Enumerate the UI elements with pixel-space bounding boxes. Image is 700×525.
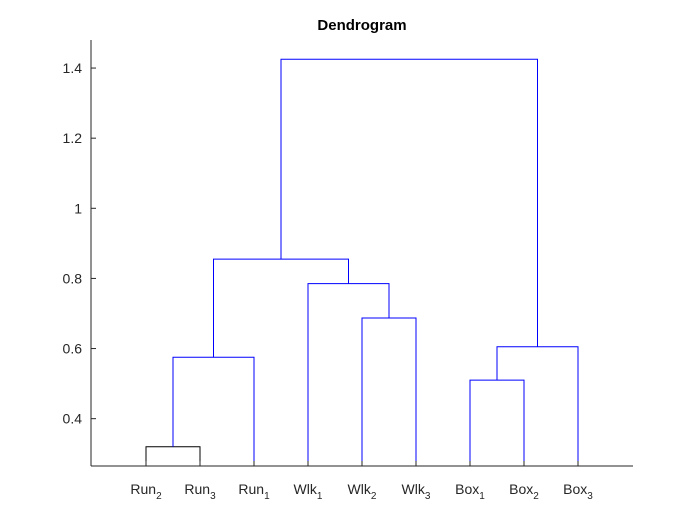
leaf-label-wlk-2: Wlk2 xyxy=(348,481,377,502)
dendrogram-link-5 xyxy=(213,258,349,358)
y-tick-label: 0.8 xyxy=(63,270,83,286)
y-tick-label: 1.4 xyxy=(63,60,83,76)
leaf-label-run-3: Run3 xyxy=(184,481,216,502)
dendrogram-link-6 xyxy=(469,379,525,466)
leaf-label-run-1: Run1 xyxy=(238,481,270,502)
y-tick-label: 1.2 xyxy=(63,130,83,146)
chart-title: Dendrogram xyxy=(317,17,406,34)
leaf-label-box-1: Box1 xyxy=(455,481,485,502)
dendrogram-link-2 xyxy=(172,356,255,466)
y-tick-label: 0.6 xyxy=(63,341,83,357)
y-tick-label: 0.4 xyxy=(63,411,83,427)
leaf-label-wlk-1: Wlk1 xyxy=(294,481,323,502)
y-axis-ticks: 0.4 0.6 0.8 1 1.2 1.4 xyxy=(63,60,96,427)
leaf-label-box-2: Box2 xyxy=(509,481,539,502)
dendrogram-link-1 xyxy=(145,446,201,466)
y-tick-label: 1 xyxy=(74,200,82,216)
dendrogram-link-8 xyxy=(280,58,538,347)
leaf-label-wlk-3: Wlk3 xyxy=(402,481,431,502)
dendrogram-links xyxy=(145,58,579,466)
leaf-label-box-3: Box3 xyxy=(563,481,593,502)
leaf-label-run-2: Run2 xyxy=(130,481,162,502)
leaf-labels: Run2 Run3 Run1 Wlk1 Wlk2 Wlk3 Box1 Box2 Box3 xyxy=(130,461,593,502)
dendrogram-link-3 xyxy=(361,317,417,466)
dendrogram-link-7 xyxy=(496,346,579,466)
dendrogram-link-4 xyxy=(307,283,390,466)
